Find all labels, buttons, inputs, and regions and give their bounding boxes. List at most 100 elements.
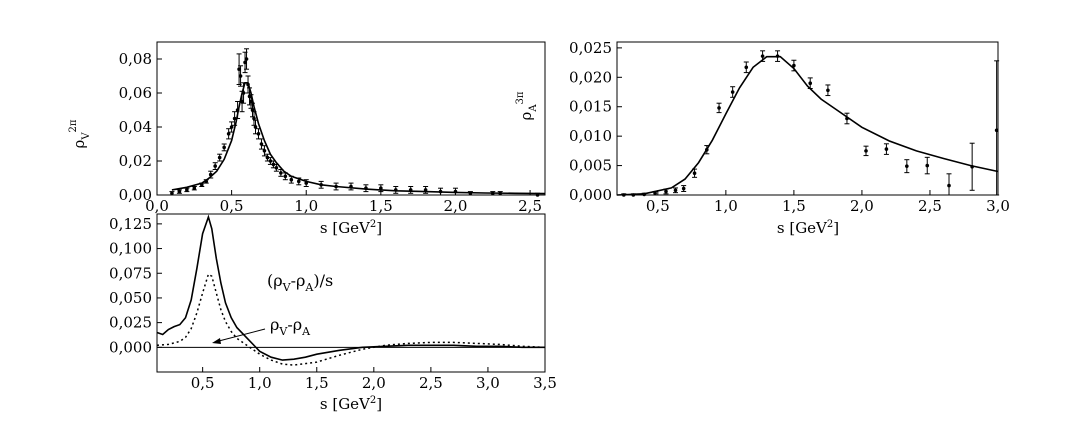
x-tick-label: 2,0 [850, 197, 874, 215]
data-point [664, 189, 668, 194]
data-point [274, 166, 279, 170]
data-point [271, 162, 276, 167]
x-tick-label: 2,5 [419, 374, 443, 392]
y-tick-label: 0,06 [119, 84, 152, 102]
data-point [213, 164, 217, 168]
data-point [289, 177, 294, 182]
arrow-head-icon [212, 338, 221, 344]
y-tick-label: 0,015 [569, 98, 612, 116]
data-point [192, 186, 197, 190]
data-point [864, 149, 868, 153]
data-point [792, 63, 796, 68]
data-point [283, 174, 288, 179]
data-point [232, 116, 237, 121]
data-point [262, 149, 267, 153]
data-point [744, 65, 749, 70]
y-tick-label: 0,005 [569, 157, 612, 175]
data-point [238, 74, 243, 78]
x-tick-label: 1,0 [294, 197, 318, 215]
data-point [226, 132, 231, 136]
y-tick-label: 0,100 [109, 240, 152, 258]
y-tick-label: 0,025 [109, 314, 152, 332]
data-point [905, 164, 909, 168]
y-tick-label: 0,020 [569, 68, 612, 86]
data-point [256, 132, 261, 136]
plot-frame [616, 41, 999, 196]
y-tick-label: 0,025 [569, 39, 612, 57]
data-point [247, 94, 252, 99]
x-tick-label: 3,0 [986, 197, 1010, 215]
y-axis-title: ρA3π [515, 91, 539, 120]
data-point [808, 81, 813, 85]
data-point [268, 159, 273, 163]
data-point [947, 183, 951, 188]
panel-difference: 0,5 1,0 1,5 2,0 2,5 3,0 3,5 0,000 0,025 0,050 0,07… [109, 213, 557, 413]
y-tick-label: 0,04 [119, 118, 152, 136]
y-tick-label: 0,000 [109, 338, 152, 356]
y-tick-label: 0,000 [569, 186, 612, 204]
data-point [279, 171, 283, 175]
y-tick-label: 0,050 [109, 289, 152, 307]
data-point [250, 108, 255, 112]
y-tick-label: 0,02 [119, 152, 152, 170]
y-tick-label: 0,00 [119, 186, 152, 204]
data-point [994, 128, 999, 133]
data-point [244, 57, 249, 61]
plot-frame [156, 213, 546, 373]
fit-curve [156, 214, 545, 361]
data-point [237, 67, 241, 71]
annotation-ratio: (ρV-ρA)/s [267, 271, 333, 294]
data-point [243, 60, 247, 65]
x-axis-title: s [GeV2] [320, 395, 382, 413]
x-tick-label: 1,5 [305, 374, 329, 392]
data-point [229, 125, 234, 129]
plot-frame [156, 41, 546, 196]
x-tick-label: 1,5 [782, 197, 806, 215]
x-tick-label: 0,5 [191, 374, 215, 392]
data-point [826, 88, 830, 93]
annotation-diff: ρV-ρA [270, 315, 311, 338]
panel-rho-v: 0,0 0,5 1,0 1,5 2,0 2,5 0,00 0,02 0,04 0,06 0,08 s… [68, 41, 546, 237]
data-point [673, 188, 678, 193]
y-tick-label: 0,125 [109, 215, 152, 233]
x-tick-label: 1,0 [714, 197, 738, 215]
data-point [265, 155, 270, 160]
data-point [760, 54, 765, 58]
x-tick-label: 0,5 [220, 197, 244, 215]
data-point [296, 179, 301, 184]
data-point [717, 106, 721, 110]
y-tick-label: 0,08 [119, 50, 152, 68]
y-tick-label: 0,010 [569, 127, 612, 145]
x-tick-label: 2,5 [518, 197, 542, 215]
data-point [170, 191, 174, 196]
x-tick-label: 0,0 [145, 197, 169, 215]
data-point [252, 116, 256, 121]
data-point [681, 186, 686, 191]
dotted-curve [156, 273, 546, 366]
data-point [177, 189, 182, 194]
x-tick-label: 1,0 [248, 374, 272, 392]
x-tick-label: 2,0 [444, 197, 468, 215]
data-point [884, 147, 889, 151]
y-axis-title: ρV2π [68, 119, 92, 148]
x-tick-label: 3,0 [476, 374, 500, 392]
data-point [185, 188, 189, 192]
fit-curve [616, 55, 999, 196]
annotation-arrow [214, 328, 266, 343]
x-tick-label: 2,5 [918, 197, 942, 215]
data-point [730, 90, 735, 94]
x-axis-title: s [GeV2] [777, 219, 839, 237]
data-point [217, 155, 222, 160]
data-point [925, 163, 930, 168]
data-point [692, 171, 697, 176]
data-point [222, 145, 226, 150]
data-point [253, 125, 258, 129]
panel-rho-a: 0,5 1,0 1,5 2,0 2,5 3,0 0,000 0,005 0,010 0,015 0,… [515, 39, 1010, 237]
x-tick-label: 0,5 [646, 197, 670, 215]
y-tick-label: 0,075 [109, 264, 152, 282]
x-tick-label: 1,5 [369, 197, 393, 215]
x-tick-label: 3,5 [533, 374, 557, 392]
x-tick-label: 2,0 [362, 374, 386, 392]
x-axis-title: s [GeV2] [320, 219, 382, 237]
